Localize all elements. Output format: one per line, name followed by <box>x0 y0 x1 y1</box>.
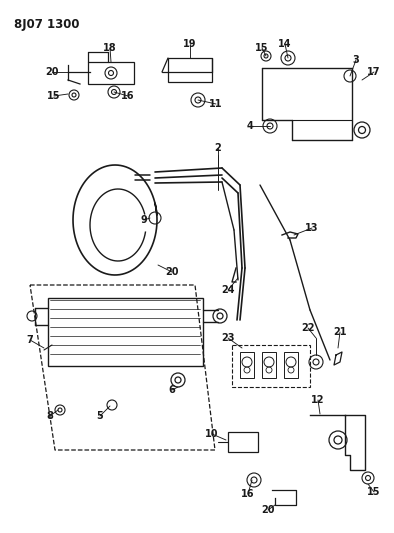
Text: 2: 2 <box>215 143 221 153</box>
Bar <box>232 345 310 387</box>
Text: 9: 9 <box>141 215 147 225</box>
Text: 24: 24 <box>221 285 235 295</box>
Text: 20: 20 <box>261 505 275 515</box>
Bar <box>228 432 258 452</box>
Text: 15: 15 <box>47 91 61 101</box>
Bar <box>168 58 212 82</box>
Text: 14: 14 <box>278 39 292 49</box>
Text: 20: 20 <box>165 267 179 277</box>
Text: 19: 19 <box>183 39 197 49</box>
Text: 8J07 1300: 8J07 1300 <box>14 18 80 31</box>
Text: 23: 23 <box>221 333 235 343</box>
Text: 18: 18 <box>103 43 117 53</box>
Text: 5: 5 <box>97 411 103 421</box>
Text: 4: 4 <box>247 121 253 131</box>
Text: 6: 6 <box>169 385 175 395</box>
Text: 8: 8 <box>46 411 54 421</box>
Bar <box>48 298 203 366</box>
Text: 7: 7 <box>27 335 33 345</box>
Bar <box>262 352 276 378</box>
Text: 17: 17 <box>367 67 381 77</box>
Text: 16: 16 <box>241 489 255 499</box>
Text: 22: 22 <box>301 323 315 333</box>
Text: 12: 12 <box>311 395 325 405</box>
Text: 16: 16 <box>121 91 135 101</box>
Text: 13: 13 <box>305 223 319 233</box>
Text: 21: 21 <box>333 327 347 337</box>
Bar <box>284 352 298 378</box>
Text: 3: 3 <box>353 55 359 65</box>
Text: 10: 10 <box>205 429 219 439</box>
Text: 20: 20 <box>45 67 59 77</box>
Text: 11: 11 <box>209 99 223 109</box>
Text: 15: 15 <box>367 487 381 497</box>
Bar <box>240 352 254 378</box>
Text: 15: 15 <box>255 43 269 53</box>
